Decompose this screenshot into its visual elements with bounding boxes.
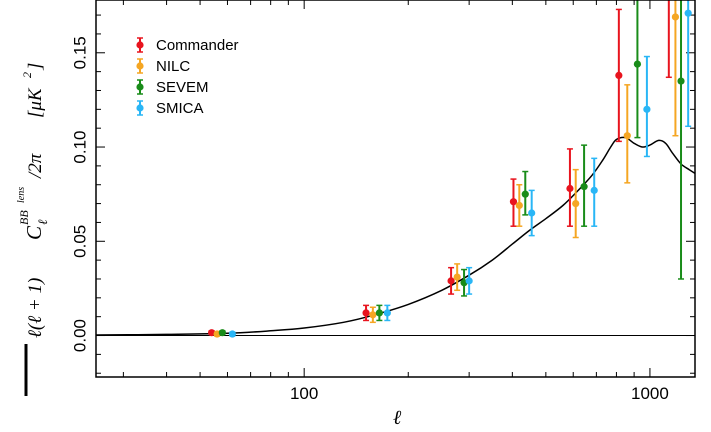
data-marker [580, 183, 588, 191]
legend-label: SEVEM [156, 79, 209, 96]
ylabel-unit-close: ] [25, 63, 46, 71]
x-tick-label: 100 [290, 384, 318, 403]
point-nilc [453, 263, 461, 292]
data-marker [208, 329, 216, 337]
plot-frame [95, 0, 696, 378]
legend-item-nilc: NILC [136, 58, 190, 75]
data-marker [453, 273, 461, 281]
legend-marker [136, 62, 144, 70]
data-marker [671, 13, 680, 21]
point-commander [208, 329, 216, 337]
point-smica [590, 157, 598, 227]
legend-label: SMICA [156, 100, 204, 117]
point-smica [228, 330, 236, 338]
y-tick-label: 0.15 [71, 36, 90, 69]
point-sevem [677, 0, 685, 280]
legend-marker [136, 104, 144, 112]
ylabel-suffix: /2π [25, 153, 46, 179]
data-marker [369, 311, 377, 319]
legend-marker [136, 41, 144, 49]
x-tick-label: 1000 [631, 384, 669, 403]
y-tick-label: 0.10 [71, 130, 90, 163]
data-marker [528, 209, 536, 217]
data-marker [515, 201, 523, 210]
y-tick-label: 0.00 [71, 319, 90, 352]
point-commander [665, 0, 672, 79]
point-smica [643, 55, 651, 158]
ylabel-sup2: lens [16, 187, 27, 203]
point-sevem [633, 0, 642, 139]
y-axis-label: ℓ(ℓ + 1) Cℓ BB lens/2π [μK 2] [16, 63, 50, 396]
x-axis-label: ℓ [393, 407, 402, 429]
data-marker [615, 71, 623, 79]
legend-label: Commander [156, 37, 239, 54]
data-marker [521, 190, 529, 198]
point-commander [509, 178, 518, 227]
x-axis-ticks: 100 1000 [122, 0, 669, 403]
data-marker [590, 186, 598, 194]
legend-label: NILC [156, 58, 190, 75]
legend: Commander NILC SEVEM SMICA [136, 37, 239, 117]
data-marker [633, 60, 642, 68]
point-commander [362, 304, 370, 322]
ylabel-symbol: C [22, 225, 46, 240]
point-smica [383, 304, 391, 322]
point-commander [566, 148, 574, 227]
point-sevem [375, 304, 383, 322]
data-marker [362, 309, 370, 317]
data-marker [218, 329, 226, 337]
point-nilc [572, 168, 580, 239]
point-sevem [521, 170, 529, 216]
point-nilc [515, 183, 523, 227]
data-marker [447, 277, 455, 285]
data-marker [677, 77, 685, 85]
data-marker [572, 199, 580, 208]
data-marker [643, 105, 651, 113]
data-marker [465, 277, 473, 285]
data-marker [566, 184, 574, 193]
data-marker [684, 9, 692, 17]
legend-item-commander: Commander [136, 37, 239, 54]
legend-marker [136, 83, 144, 91]
point-smica [528, 189, 536, 237]
point-smica [465, 266, 473, 295]
point-sevem [218, 329, 226, 337]
data-marker [228, 330, 236, 338]
point-nilc [369, 306, 377, 324]
ylabel-unit: [μK [25, 87, 46, 118]
ylabel-sup: BB [17, 210, 31, 225]
point-sevem [580, 144, 588, 227]
data-marker [509, 198, 518, 206]
data-marker [375, 309, 383, 317]
legend-item-smica: SMICA [136, 100, 204, 117]
y-axis-ticks: 0.00 0.05 0.10 0.15 [71, 14, 695, 374]
legend-item-sevem: SEVEM [136, 79, 209, 96]
point-commander [447, 266, 455, 295]
point-commander [615, 8, 623, 143]
y-tick-label: 0.05 [71, 225, 90, 258]
point-smica [684, 0, 692, 128]
point-nilc [623, 84, 631, 184]
point-nilc [671, 0, 680, 137]
data-marker [383, 309, 391, 317]
ylabel-sub: ℓ [35, 219, 50, 225]
ylabel-unit-power: 2 [20, 72, 34, 78]
theory-curve [96, 136, 695, 336]
data-points [208, 0, 692, 338]
ylabel-prefix: ℓ(ℓ + 1) [25, 278, 46, 338]
data-marker [623, 132, 631, 140]
